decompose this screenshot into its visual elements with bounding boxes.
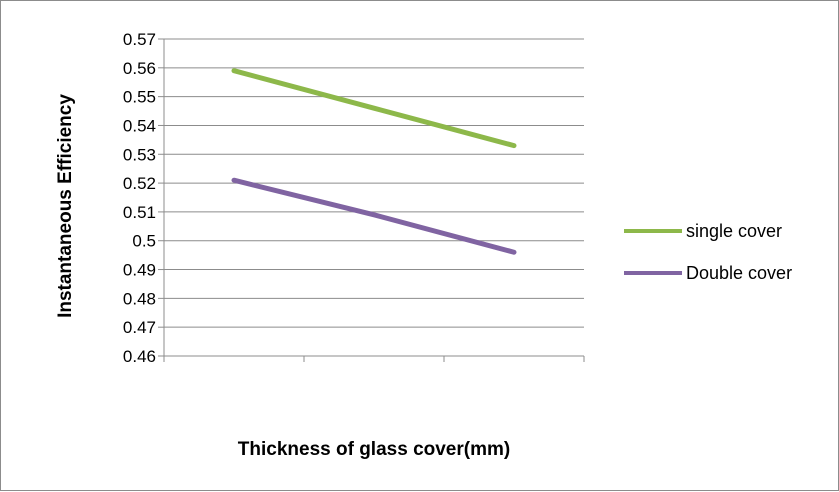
axes	[158, 38, 585, 362]
y-tick-label: 0.51	[123, 203, 156, 222]
legend-label: single cover	[686, 221, 782, 241]
y-tick-label: 0.5	[132, 232, 156, 251]
y-tick-label: 0.46	[123, 347, 156, 366]
y-tick-label: 0.47	[123, 318, 156, 337]
y-tick-label: 0.52	[123, 174, 156, 193]
y-axis-title: Instantaneous Efficiency	[55, 94, 76, 318]
legend: single cover Double cover	[624, 221, 792, 283]
series-line-single-cover	[231, 68, 517, 149]
gridlines	[164, 38, 584, 328]
x-axis-title: Thickness of glass cover(mm)	[238, 439, 510, 460]
series-lines	[231, 68, 517, 255]
y-tick-label: 0.57	[123, 30, 156, 49]
y-tick-label: 0.48	[123, 289, 156, 308]
y-tick-label: 0.56	[123, 59, 156, 78]
legend-label: Double cover	[686, 263, 792, 283]
y-tick-label: 0.53	[123, 145, 156, 164]
y-tick-labels: 0.46 0.47 0.48 0.49 0.5 0.51 0.52 0.53 0.54 0.55 0…	[123, 30, 156, 366]
y-tick-label: 0.49	[123, 261, 156, 280]
y-tick-label: 0.55	[123, 88, 156, 107]
series-line-double-cover	[231, 177, 517, 255]
y-tick-label: 0.54	[123, 116, 156, 135]
